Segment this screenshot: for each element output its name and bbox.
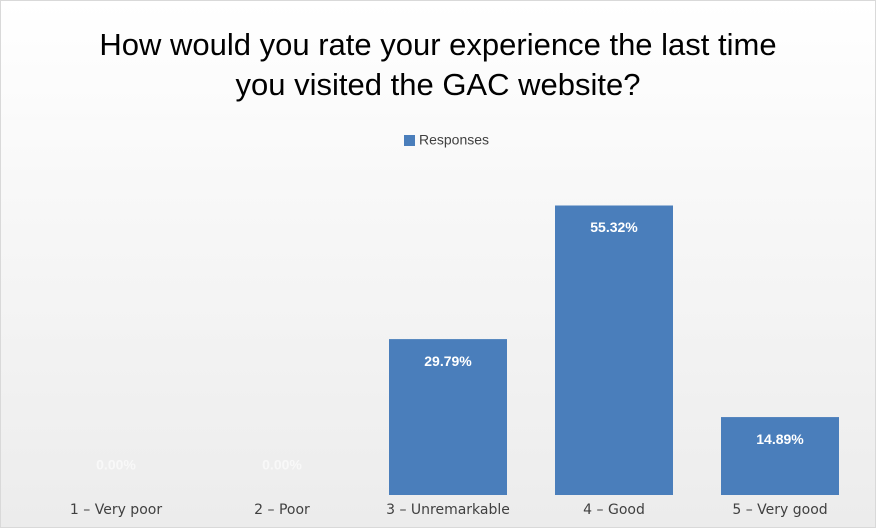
data-label: 14.89% [756, 431, 804, 447]
x-tick-label: 4 – Good [583, 502, 645, 518]
data-label: 55.32% [590, 219, 638, 235]
legend-swatch [404, 135, 415, 146]
data-label: 0.00% [262, 457, 302, 473]
x-tick-label: 3 – Unremarkable [386, 502, 510, 518]
chart-title: How would you rate your experience the l… [99, 27, 777, 102]
data-label: 0.00% [96, 457, 136, 473]
x-tick-label: 1 – Very poor [70, 502, 162, 518]
x-tick-label: 2 – Poor [254, 502, 310, 518]
bar [389, 339, 507, 495]
bar [721, 417, 839, 495]
data-label: 29.79% [424, 353, 472, 369]
x-tick-label: 5 – Very good [732, 502, 827, 518]
bar [555, 205, 673, 495]
legend-label: Responses [419, 132, 489, 148]
